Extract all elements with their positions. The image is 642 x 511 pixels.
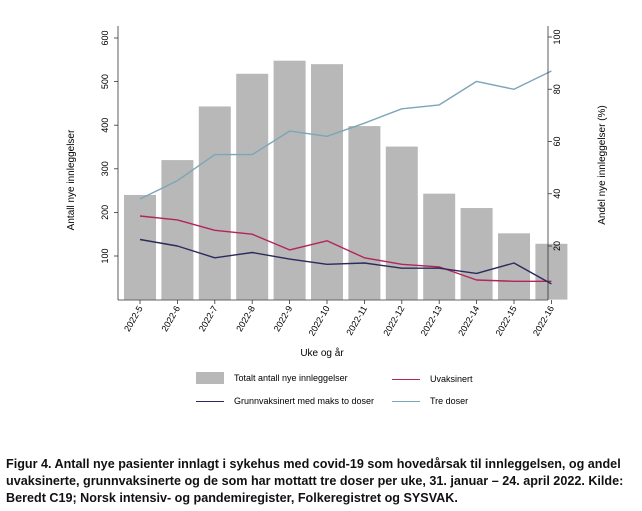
- bar-2022-5: [124, 194, 156, 300]
- line-series-uvaksinert: [139, 215, 552, 282]
- y-tick-label-left-300: 300: [100, 161, 110, 176]
- x-tick-label-2022-15: 2022-15: [494, 304, 519, 338]
- y-tick-label-left-400: 400: [100, 118, 110, 133]
- x-tick-label-2022-11: 2022-11: [344, 304, 369, 337]
- legend-label-tre-doser: Tre doser: [430, 396, 469, 406]
- legend-swatch-tre-doser: [392, 400, 420, 402]
- x-tick-label-2022-9: 2022-9: [272, 304, 295, 333]
- legend-item-total: Totalt antall nye innleggelser: [196, 372, 348, 384]
- y-axis-label-left: Antall nye innleggelser: [66, 129, 77, 230]
- x-tick-label-2022-12: 2022-12: [381, 304, 406, 338]
- bar-2022-14: [460, 208, 493, 300]
- figure-caption: Figur 4. Antall nye pasienter innlagt i …: [6, 457, 624, 505]
- line-series-grunnvaksinert-med-maks-to-doser: [139, 238, 552, 285]
- legend-item-tre-doser: Tre doser: [392, 396, 468, 406]
- y-tick-label-right-60: 60: [552, 136, 562, 146]
- legend-label-uvaksinert: Uvaksinert: [430, 374, 473, 384]
- x-tick-label-2022-13: 2022-13: [419, 304, 444, 338]
- x-tick-label-2022-14: 2022-14: [456, 304, 481, 338]
- y-tick-label-left-200: 200: [100, 205, 110, 220]
- y-axis-label-right: Andel nye innleggelser (%): [597, 105, 608, 225]
- bar-2022-16: [535, 243, 568, 300]
- y-tick-label-right-100: 100: [552, 29, 562, 44]
- legend-swatch-total: [196, 372, 224, 384]
- combo-chart: 100 200 300 400 500 600 20 40 60 80 100 2022-5 2022-…: [66, 26, 608, 359]
- x-tick-label-2022-6: 2022-6: [159, 304, 182, 333]
- bar-2022-11: [348, 126, 381, 300]
- bar-2022-12: [385, 146, 418, 300]
- bar-2022-7: [198, 106, 231, 300]
- legend-swatch-uvaksinert: [392, 378, 420, 380]
- x-tick-label-2022-10: 2022-10: [307, 304, 332, 338]
- legend: Totalt antall nye innleggelser Uvaksiner…: [196, 372, 536, 412]
- legend-label-total: Totalt antall nye innleggelser: [234, 373, 348, 383]
- y-tick-label-right-80: 80: [552, 84, 562, 94]
- y-tick-label-right-20: 20: [552, 241, 562, 251]
- x-tick-label-2022-8: 2022-8: [234, 304, 257, 333]
- bar-2022-10: [311, 64, 343, 300]
- legend-item-uvaksinert: Uvaksinert: [392, 374, 473, 384]
- legend-swatch-grunnvaksinert: [196, 400, 224, 402]
- x-tick-label-2022-16: 2022-16: [531, 304, 556, 338]
- line-series-tre-doser: [139, 70, 552, 200]
- line-series-group: [139, 70, 552, 285]
- y-tick-label-left-100: 100: [100, 248, 110, 263]
- bar-2022-9: [273, 60, 306, 300]
- y-tick-label-left-600: 600: [100, 30, 110, 45]
- legend-label-grunnvaksinert: Grunnvaksinert med maks to doser: [234, 396, 375, 406]
- y-tick-label-left-500: 500: [100, 74, 110, 89]
- x-tick-label-2022-5: 2022-5: [122, 304, 145, 333]
- x-axis-label: Uke og år: [300, 347, 344, 359]
- y-tick-label-right-40: 40: [552, 189, 562, 199]
- bar-2022-6: [161, 160, 194, 300]
- bar-2022-8: [236, 73, 269, 300]
- legend-item-grunnvaksinert: Grunnvaksinert med maks to doser: [196, 396, 374, 406]
- bar-2022-13: [423, 193, 456, 300]
- x-tick-label-2022-7: 2022-7: [197, 304, 220, 333]
